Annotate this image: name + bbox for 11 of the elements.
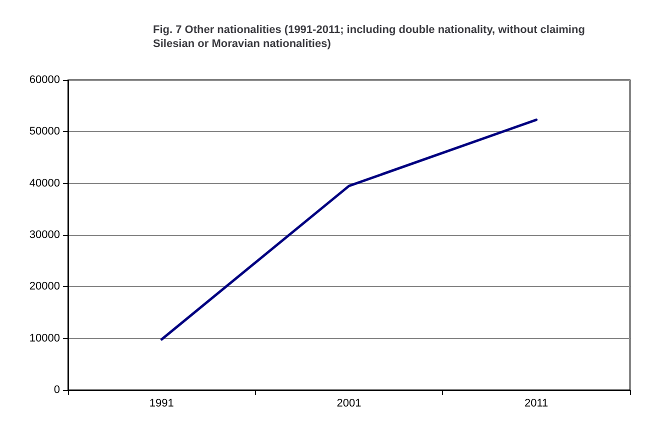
y-tick-label: 30000: [29, 229, 60, 241]
y-tick-label: 10000: [29, 332, 60, 344]
y-tick-label: 0: [54, 384, 60, 396]
y-tick-label: 50000: [29, 126, 60, 138]
x-tick-label: 2001: [336, 398, 362, 410]
y-tick-label: 40000: [29, 177, 60, 190]
chart-title: Fig. 7 Other nationalities (1991-2011; including double nationality, without claiming Silesian or Moravian nationalities): [153, 24, 588, 50]
y-tick-label: 60000: [29, 74, 60, 86]
x-tick-label: 2011: [524, 398, 548, 410]
x-tick-label: 1991: [149, 398, 174, 410]
y-tick-label: 20000: [29, 280, 60, 293]
